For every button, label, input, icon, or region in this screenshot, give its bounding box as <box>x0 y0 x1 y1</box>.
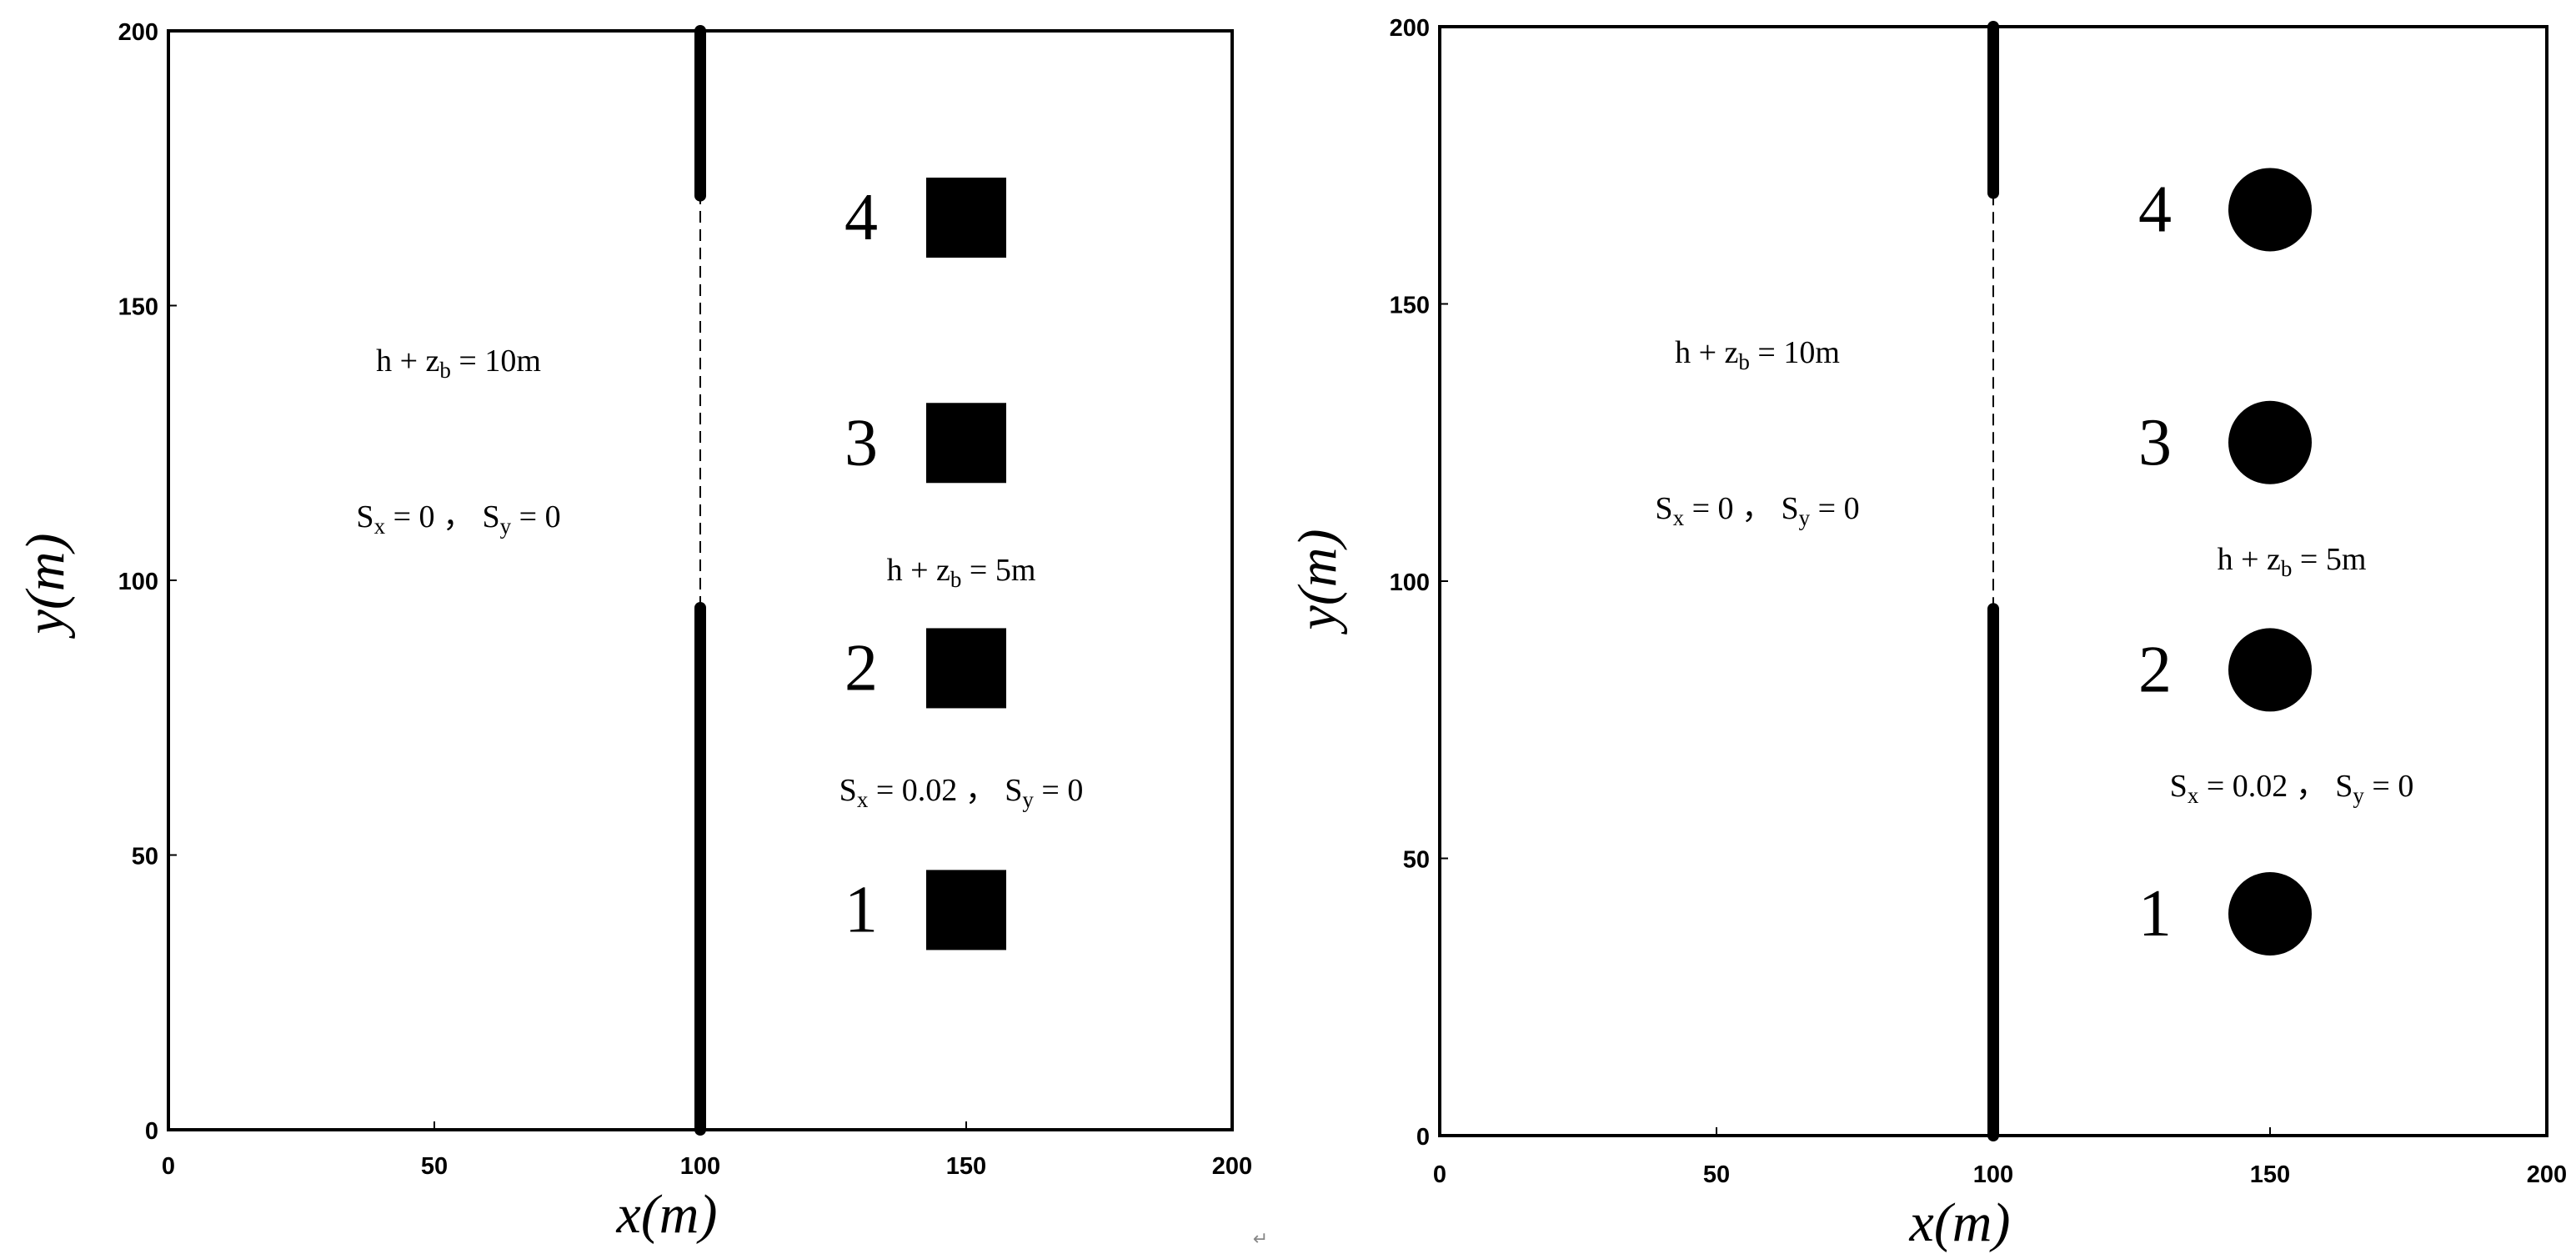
obstacle-circle <box>2228 872 2312 956</box>
x-axis-label: x(m) <box>1909 1192 2011 1253</box>
x-tick-label: 50 <box>1703 1161 1730 1188</box>
upstream-slope-label: Sx = 0 ， Sy = 0 <box>1655 491 1859 530</box>
y-tick-label: 200 <box>118 19 158 46</box>
y-tick-label: 0 <box>1416 1124 1430 1151</box>
y-tick-label: 100 <box>118 569 158 595</box>
obstacle-number-label: 1 <box>2138 877 2172 951</box>
y-tick-label: 0 <box>145 1118 158 1145</box>
x-tick-label: 200 <box>2527 1161 2567 1188</box>
y-tick-label: 50 <box>132 844 158 870</box>
x-tick-label: 200 <box>1212 1153 1252 1180</box>
x-tick-label: 100 <box>1973 1161 2013 1188</box>
obstacle-square <box>926 870 1006 951</box>
upstream-depth-label: h + zb = 10m <box>1675 335 1840 374</box>
y-tick-label: 100 <box>1390 569 1430 596</box>
x-tick-label: 150 <box>946 1153 986 1180</box>
x-tick-label: 150 <box>2250 1161 2290 1188</box>
obstacle-number-label: 1 <box>844 873 878 946</box>
obstacle-square <box>926 628 1006 709</box>
x-tick-label: 0 <box>1433 1161 1446 1188</box>
obstacle-square <box>926 403 1006 484</box>
obstacle-number-label: 4 <box>844 181 878 254</box>
downstream-depth-label: h + zb = 5m <box>887 553 1036 592</box>
x-tick-label: 50 <box>421 1153 448 1180</box>
y-tick-label: 150 <box>118 294 158 321</box>
x-tick-label: 100 <box>680 1153 720 1180</box>
panel-right: 0 50 100 150 200 0 50 100 150 200 x(m) y(m) 1 2 3 4 h + … <box>1287 15 2567 1253</box>
obstacle-number-label: 3 <box>2138 406 2172 479</box>
obstacle-circle <box>2228 400 2312 484</box>
upstream-depth-label: h + zb = 10m <box>376 344 541 383</box>
downstream-slope-label: Sx = 0.02 ， Sy = 0 <box>2170 769 2414 808</box>
y-axis-label: y(m) <box>15 534 76 640</box>
downstream-depth-label: h + zb = 5m <box>2218 542 2367 581</box>
obstacle-circle <box>2228 168 2312 252</box>
obstacle-circle <box>2228 628 2312 712</box>
y-axis-label: y(m) <box>1287 529 1348 635</box>
downstream-slope-label: Sx = 0.02 ， Sy = 0 <box>839 773 1084 812</box>
obstacle-number-label: 3 <box>844 406 878 479</box>
obstacle-square <box>926 178 1006 258</box>
obstacle-number-label: 4 <box>2138 173 2172 246</box>
panel-left: 0 50 100 150 200 0 50 100 150 200 x(m) y(m) 1 2 3 4 h + … <box>15 19 1252 1245</box>
obstacle-number-label: 2 <box>2138 633 2172 706</box>
upstream-slope-label: Sx = 0 ， Sy = 0 <box>356 499 560 539</box>
y-tick-label: 200 <box>1390 15 1430 42</box>
obstacle-number-label: 2 <box>844 631 878 705</box>
return-mark: ↵ <box>1253 1229 1268 1250</box>
y-tick-label: 50 <box>1403 847 1430 874</box>
x-axis-label: x(m) <box>616 1184 718 1245</box>
y-tick-label: 150 <box>1390 293 1430 319</box>
x-tick-label: 0 <box>162 1153 175 1180</box>
